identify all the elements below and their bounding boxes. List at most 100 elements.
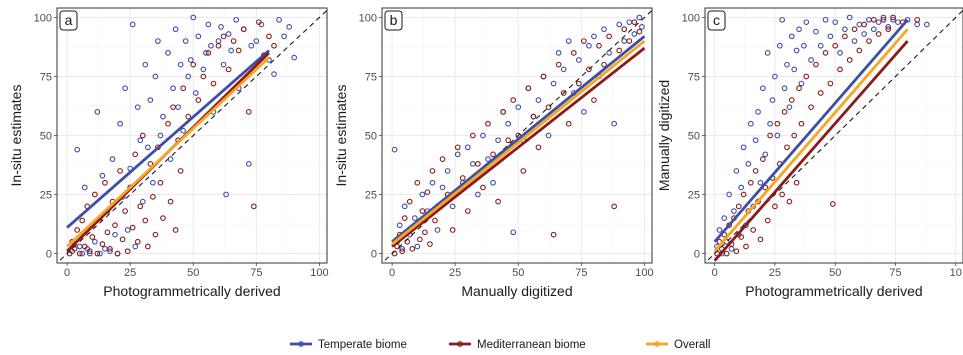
data-point bbox=[636, 14, 643, 21]
data-point bbox=[203, 50, 209, 56]
data-point bbox=[545, 132, 552, 139]
legend-label: Overall bbox=[674, 339, 710, 351]
data-point bbox=[165, 120, 171, 127]
legend-item: Mediterranean biome bbox=[449, 339, 586, 351]
data-point bbox=[535, 97, 542, 103]
data-point bbox=[616, 21, 623, 28]
data-point bbox=[172, 227, 179, 233]
data-point bbox=[170, 104, 176, 111]
data-point bbox=[738, 184, 745, 191]
data-point bbox=[134, 104, 141, 111]
data-point bbox=[218, 24, 224, 30]
data-point bbox=[160, 215, 166, 221]
data-point bbox=[99, 172, 106, 179]
data-point bbox=[631, 31, 638, 37]
y-tick-label: 100 bbox=[359, 12, 377, 24]
data-point bbox=[520, 168, 527, 174]
data-point bbox=[233, 16, 240, 23]
data-point bbox=[875, 31, 882, 37]
data-point bbox=[230, 38, 237, 44]
data-point bbox=[411, 215, 418, 221]
panel-a: 0 25 50 75 100 0 25 50 75 100 a Photogrammetrically… bbox=[8, 7, 329, 299]
data-point bbox=[575, 80, 582, 87]
data-point bbox=[813, 61, 819, 68]
data-point bbox=[124, 248, 131, 255]
series-temperate bbox=[714, 14, 930, 257]
data-point bbox=[245, 160, 252, 167]
data-point bbox=[846, 57, 853, 63]
data-point bbox=[747, 120, 754, 127]
data-point bbox=[827, 80, 834, 87]
data-point bbox=[185, 113, 192, 120]
data-point bbox=[152, 231, 159, 238]
data-point bbox=[449, 203, 456, 210]
x-tick-label: 100 bbox=[310, 267, 328, 279]
data-point bbox=[396, 222, 403, 229]
data-point bbox=[550, 80, 557, 87]
data-point bbox=[157, 132, 164, 139]
data-point bbox=[117, 168, 123, 174]
data-point bbox=[755, 109, 761, 115]
data-point bbox=[215, 38, 222, 44]
data-point bbox=[781, 109, 788, 115]
data-point bbox=[469, 132, 476, 139]
data-point bbox=[74, 146, 81, 153]
data-point bbox=[439, 156, 446, 162]
data-point bbox=[429, 168, 436, 174]
data-point bbox=[530, 113, 537, 120]
data-point bbox=[129, 21, 136, 28]
fit-line-temperate bbox=[66, 49, 270, 229]
data-point bbox=[870, 26, 877, 33]
data-point bbox=[550, 231, 557, 238]
data-point bbox=[422, 229, 428, 236]
data-point bbox=[560, 90, 567, 96]
data-point bbox=[99, 241, 106, 247]
data-point bbox=[827, 33, 834, 40]
panel-tag: a bbox=[65, 12, 73, 28]
y-tick-label: 100 bbox=[682, 12, 700, 24]
data-point bbox=[752, 137, 759, 144]
data-point bbox=[606, 33, 612, 40]
panel-border bbox=[56, 7, 328, 264]
data-point bbox=[208, 42, 214, 49]
data-point bbox=[555, 61, 562, 68]
data-point bbox=[760, 85, 766, 92]
data-point bbox=[885, 26, 892, 33]
data-point bbox=[124, 227, 131, 233]
data-point bbox=[150, 179, 156, 186]
data-point bbox=[636, 28, 643, 35]
data-point bbox=[764, 50, 771, 56]
data-point bbox=[175, 104, 181, 111]
y-axis-title: Manually digitized bbox=[656, 80, 672, 191]
x-tick-label: 25 bbox=[124, 267, 136, 279]
one-to-one-line bbox=[705, 9, 963, 263]
data-point bbox=[723, 250, 730, 257]
data-point bbox=[167, 198, 174, 205]
data-point bbox=[177, 168, 184, 174]
data-point bbox=[152, 73, 159, 80]
data-point bbox=[716, 227, 723, 233]
data-point bbox=[808, 57, 814, 63]
data-point bbox=[798, 120, 805, 127]
data-point bbox=[560, 66, 567, 73]
one-to-one-line bbox=[57, 9, 327, 263]
data-point bbox=[150, 194, 156, 200]
data-point bbox=[842, 26, 848, 33]
data-point bbox=[225, 31, 232, 37]
data-point bbox=[757, 179, 764, 186]
x-tick-label: 50 bbox=[187, 267, 199, 279]
data-point bbox=[747, 179, 754, 186]
data-point bbox=[601, 61, 607, 68]
data-point bbox=[475, 191, 481, 198]
legend-label: Mediterranean biome bbox=[477, 339, 586, 351]
data-point bbox=[832, 42, 839, 49]
panel-tag-box bbox=[707, 10, 726, 31]
data-point bbox=[81, 243, 88, 250]
data-point bbox=[565, 38, 572, 44]
data-point bbox=[139, 198, 146, 205]
data-point bbox=[180, 127, 187, 134]
data-point bbox=[801, 42, 807, 49]
data-point bbox=[94, 109, 101, 115]
data-point bbox=[134, 238, 141, 245]
data-point bbox=[817, 90, 824, 96]
